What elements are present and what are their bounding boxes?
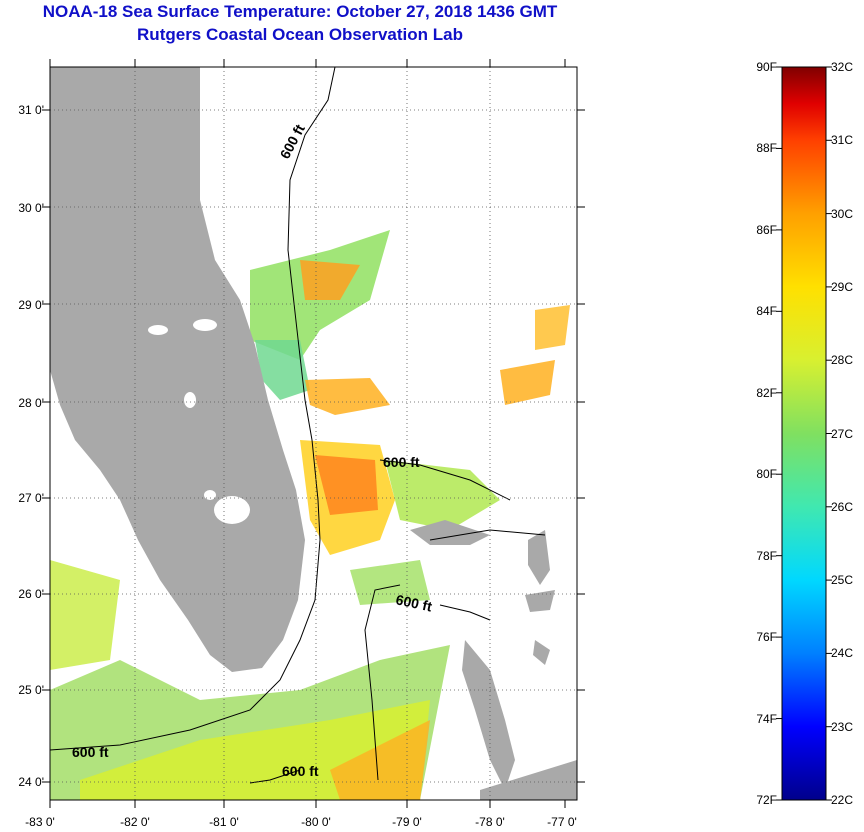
- celsius-label: 24C: [831, 646, 854, 661]
- fahrenheit-label: 90F: [756, 60, 777, 74]
- cuba-coast: [480, 760, 577, 800]
- contour-line: [249, 769, 301, 784]
- fahrenheit-label: 74F: [756, 711, 777, 726]
- celsius-label: 26C: [831, 499, 854, 514]
- lake: [204, 490, 216, 500]
- fahrenheit-label: 80F: [756, 467, 777, 482]
- celsius-label: 22C: [831, 793, 854, 807]
- bahamas-island: [410, 520, 490, 545]
- sst-patches: [50, 230, 570, 800]
- frame-ticks: [42, 59, 585, 808]
- y-tick-label: 29 0': [18, 298, 44, 312]
- celsius-label: 31C: [831, 133, 854, 148]
- land: [50, 67, 577, 800]
- lake-okeechobee: [214, 496, 250, 524]
- bahamas-island: [528, 530, 550, 585]
- sst-patch: [385, 460, 500, 530]
- celsius-label: 30C: [831, 206, 854, 221]
- fahrenheit-label: 82F: [756, 385, 777, 400]
- fahrenheit-label: 72F: [756, 793, 777, 807]
- contour-line: [364, 584, 401, 781]
- celsius-label: 23C: [831, 719, 854, 734]
- bahamas-island: [525, 590, 555, 612]
- y-tick-label: 24 0': [18, 775, 44, 789]
- bahamas-island: [462, 640, 515, 790]
- x-tick-label: -82 0': [120, 815, 150, 829]
- x-tick-label: -77 0': [547, 815, 577, 829]
- sst-patch: [255, 340, 310, 400]
- y-tick-label: 27 0': [18, 491, 44, 505]
- fahrenheit-label: 78F: [756, 548, 777, 563]
- contour-label: 600 ft: [72, 744, 109, 760]
- fahrenheit-label: 86F: [756, 222, 777, 237]
- map-subtitle: Rutgers Coastal Ocean Observation Lab: [137, 25, 463, 44]
- celsius-label: 32C: [831, 60, 854, 74]
- contour-line: [379, 459, 511, 501]
- colorbar-ticks: [776, 66, 832, 801]
- y-tick-label: 26 0': [18, 587, 44, 601]
- lake: [184, 392, 196, 408]
- depth-contours: [50, 67, 546, 784]
- sst-patch: [315, 455, 378, 515]
- bahamas-island: [533, 640, 550, 665]
- lake: [193, 319, 217, 331]
- lake: [148, 325, 168, 335]
- fahrenheit-label: 76F: [756, 630, 777, 645]
- celsius-label: 29C: [831, 279, 854, 294]
- y-tick-label: 25 0': [18, 683, 44, 697]
- celsius-label: 27C: [831, 426, 854, 441]
- contour-label: 600 ft: [394, 591, 433, 614]
- map-frame: [49, 66, 578, 801]
- map-title: NOAA-18 Sea Surface Temperature: October…: [42, 2, 558, 21]
- x-tick-label: -78 0': [475, 815, 505, 829]
- fahrenheit-label: 88F: [756, 141, 777, 156]
- sst-patch: [330, 720, 430, 800]
- contour-line: [439, 604, 491, 621]
- x-tick-label: -81 0': [209, 815, 239, 829]
- x-tick-label: -83 0': [25, 815, 55, 829]
- colorbar: [781, 66, 827, 801]
- fahrenheit-label: 84F: [756, 304, 777, 319]
- contour-line: [429, 529, 546, 541]
- celsius-label: 28C: [831, 353, 854, 368]
- x-tick-label: -79 0': [392, 815, 422, 829]
- y-tick-label: 31 0': [18, 103, 44, 117]
- x-tick-label: -80 0': [301, 815, 331, 829]
- sst-patch: [50, 560, 120, 670]
- y-tick-label: 30 0': [18, 201, 44, 215]
- y-tick-label: 28 0': [18, 396, 44, 410]
- sst-patch: [500, 360, 555, 405]
- sst-patch: [300, 260, 360, 300]
- celsius-label: 25C: [831, 573, 854, 588]
- contour-label: 600 ft: [383, 454, 420, 470]
- sst-patch: [535, 305, 570, 350]
- contour-label: 600 ft: [282, 763, 319, 779]
- contour-line: [50, 67, 336, 751]
- sst-patch: [305, 378, 390, 415]
